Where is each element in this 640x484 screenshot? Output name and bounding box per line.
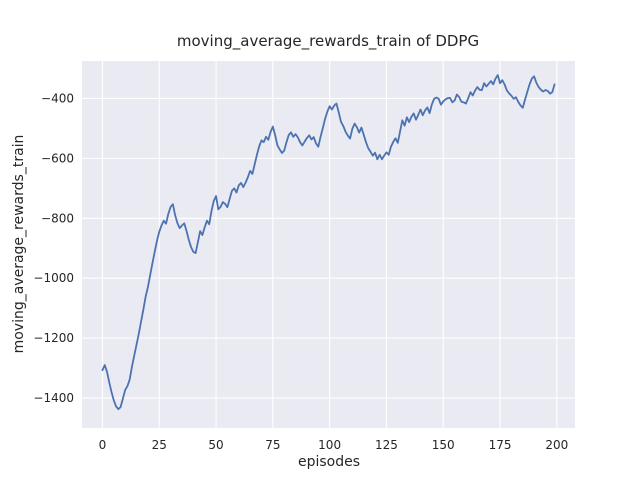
- x-tick-label: 50: [208, 438, 223, 452]
- x-tick-label: 25: [152, 438, 167, 452]
- x-tick-label: 0: [99, 438, 107, 452]
- y-tick-label: −1000: [33, 271, 74, 285]
- x-tick-label: 125: [375, 438, 398, 452]
- x-tick-label: 200: [545, 438, 568, 452]
- x-tick-label: 150: [432, 438, 455, 452]
- x-tick-labels: 0 25 50 75 100 125 150 175 200: [99, 438, 569, 452]
- y-axis-label: moving_average_rewards_train: [11, 135, 27, 354]
- chart-title: moving_average_rewards_train of DDPG: [177, 32, 479, 51]
- y-tick-labels: −400 −600 −800 −1000 −1200 −1400: [33, 91, 74, 405]
- x-tick-label: 75: [265, 438, 280, 452]
- gridlines: [82, 61, 575, 428]
- y-tick-label: −1400: [33, 391, 74, 405]
- y-tick-label: −1200: [33, 331, 74, 345]
- y-tick-label: −600: [41, 151, 74, 165]
- y-tick-label: −400: [41, 91, 74, 105]
- plot-area: [82, 61, 575, 428]
- x-axis-label: episodes: [298, 454, 360, 470]
- series-line-moving-average-rewards: [101, 74, 556, 411]
- x-tick-label: 175: [489, 438, 512, 452]
- y-tick-label: −800: [41, 211, 74, 225]
- x-tick-label: 100: [318, 438, 341, 452]
